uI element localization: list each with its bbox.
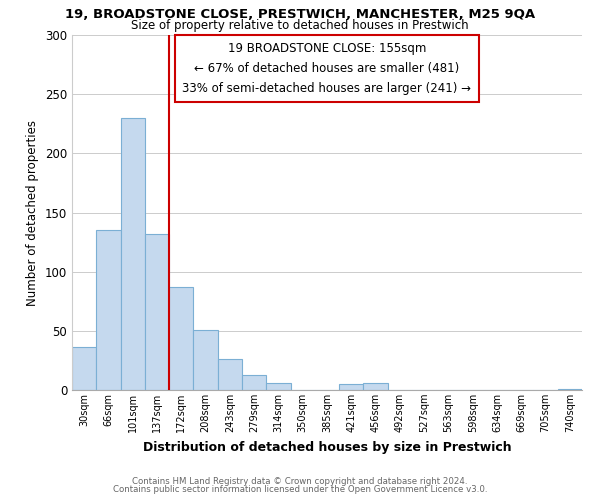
- Bar: [339, 384, 364, 390]
- Bar: [72, 348, 96, 390]
- Bar: [266, 383, 290, 390]
- Text: Size of property relative to detached houses in Prestwich: Size of property relative to detached ho…: [131, 19, 469, 32]
- X-axis label: Distribution of detached houses by size in Prestwich: Distribution of detached houses by size …: [143, 440, 511, 454]
- Bar: [169, 287, 193, 390]
- Bar: [364, 383, 388, 390]
- Bar: [558, 389, 582, 390]
- Bar: [145, 234, 169, 390]
- Bar: [96, 230, 121, 390]
- Bar: [242, 374, 266, 390]
- Bar: [193, 330, 218, 390]
- Bar: [121, 118, 145, 390]
- Text: Contains public sector information licensed under the Open Government Licence v3: Contains public sector information licen…: [113, 485, 487, 494]
- Text: 19 BROADSTONE CLOSE: 155sqm
← 67% of detached houses are smaller (481)
33% of se: 19 BROADSTONE CLOSE: 155sqm ← 67% of det…: [182, 42, 472, 95]
- Text: Contains HM Land Registry data © Crown copyright and database right 2024.: Contains HM Land Registry data © Crown c…: [132, 477, 468, 486]
- Y-axis label: Number of detached properties: Number of detached properties: [26, 120, 40, 306]
- Bar: [218, 359, 242, 390]
- Text: 19, BROADSTONE CLOSE, PRESTWICH, MANCHESTER, M25 9QA: 19, BROADSTONE CLOSE, PRESTWICH, MANCHES…: [65, 8, 535, 20]
